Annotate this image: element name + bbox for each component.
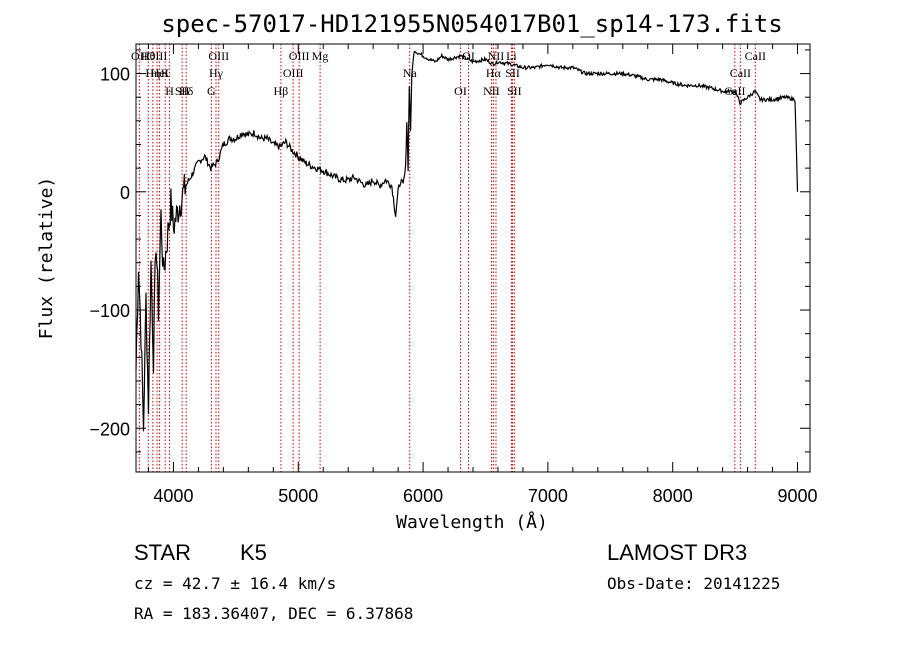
y-tick-label: −200 [89, 419, 130, 439]
line-label-10: Hγ [209, 66, 224, 80]
line-label-20: NII [483, 84, 500, 98]
x-tick-label: 7000 [528, 486, 568, 506]
flux-series-line [135, 51, 799, 432]
line-label-5: SII [175, 84, 190, 98]
line-label-14: Hβ [274, 84, 289, 98]
line-label-2: Hδ [179, 84, 194, 98]
line-label-22: SII [505, 66, 520, 80]
line-label-19: Hα [486, 66, 502, 80]
obs-date-text: Obs-Date: 20141225 [607, 574, 780, 593]
survey-name: LAMOST DR3 [607, 540, 747, 565]
y-tick-label: 0 [120, 183, 130, 203]
line-label-7: Hη [145, 66, 160, 80]
y-tick-label: 100 [100, 65, 130, 85]
line-label-16: Na [403, 66, 418, 80]
line-label-25: CaII [730, 66, 751, 80]
line-label-21: NII [488, 49, 505, 63]
line-label-3: OII [131, 49, 148, 63]
line-label-11: G [207, 84, 216, 98]
line-label-27: CaII [745, 49, 766, 63]
coordinates-text: RA = 183.36407, DEC = 6.37868 [134, 604, 413, 623]
line-label-8: H [165, 84, 174, 98]
line-label-9: OIII [208, 49, 229, 63]
line-label-1: K [161, 66, 170, 80]
x-axis-label: Wavelength (Å) [396, 511, 548, 533]
line-label-15: Mg [312, 49, 329, 63]
object-subclass: K5 [240, 540, 267, 565]
x-tick-label: 8000 [653, 486, 693, 506]
x-tick-label: 5000 [278, 486, 318, 506]
spectral-line-markers [138, 44, 756, 472]
line-label-24: Li [506, 49, 517, 63]
line-label-6: OIII [147, 49, 168, 63]
line-label-12: OIII [289, 49, 310, 63]
line-label-4: HeI [151, 66, 169, 80]
plot-frame [135, 43, 811, 473]
object-class: STAR [134, 540, 191, 565]
y-tick-label: −100 [89, 301, 130, 321]
line-label-13: OIII [283, 66, 304, 80]
chart-title: spec-57017-HD121955N054017B01_sp14-173.f… [161, 10, 782, 38]
axis-ticks [136, 44, 810, 472]
line-label-23: SII [507, 84, 522, 98]
line-label-0: Hθ [141, 49, 156, 63]
line-label-17: OI [454, 84, 467, 98]
axis-tick-labels: 4000 5000 6000 7000 8000 9000 −200 −100 0 100 [89, 65, 817, 506]
x-tick-label: 4000 [153, 486, 193, 506]
x-tick-label: 9000 [777, 486, 817, 506]
redshift-text: cz = 42.7 ± 16.4 km/s [134, 574, 336, 593]
y-axis-label: Flux (relative) [36, 177, 57, 340]
x-tick-label: 6000 [403, 486, 443, 506]
